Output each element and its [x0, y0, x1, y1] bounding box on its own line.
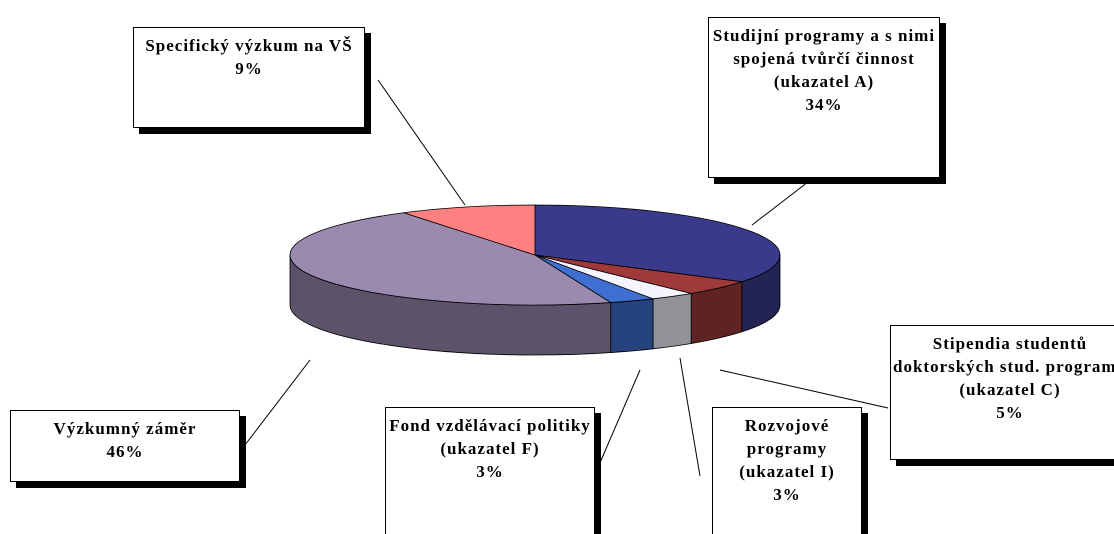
- callout: Stipendia studentů doktorských stud. pro…: [890, 325, 1114, 460]
- callout-label: Studijní programy a s nimi spojená tvůrč…: [712, 26, 936, 91]
- callout: Rozvojové programy (ukazatel I) 3%: [712, 407, 862, 534]
- callout: Specifický výzkum na VŠ 9%: [133, 27, 365, 128]
- callout: Výzkumný záměr 46%: [10, 410, 240, 482]
- leader-lines: [244, 79, 889, 477]
- callout: Fond vzdělávací politiky (ukazatel F) 3%: [385, 407, 595, 534]
- callout-value: 34%: [805, 95, 843, 114]
- leader-line: [244, 359, 311, 446]
- slice: [403, 204, 536, 256]
- slice: [289, 212, 612, 306]
- leader-line: [595, 369, 641, 473]
- leader-line: [751, 181, 809, 226]
- callout-value: 3%: [476, 462, 504, 481]
- callout-label: Stipendia studentů doktorských stud. pro…: [893, 334, 1114, 399]
- callout-value: 46%: [106, 442, 144, 461]
- callout-value: 5%: [996, 403, 1024, 422]
- callout-value: 3%: [773, 485, 801, 504]
- slice-side: [610, 298, 654, 353]
- leader-line: [377, 79, 466, 206]
- callout-label: Rozvojové programy (ukazatel I): [739, 416, 835, 481]
- callout-label: Výzkumný záměr: [53, 419, 197, 438]
- callout: Studijní programy a s nimi spojená tvůrč…: [708, 17, 940, 178]
- pie: [289, 204, 781, 356]
- callout-value: 9%: [235, 59, 263, 78]
- slice-side: [652, 293, 692, 350]
- leader-line: [679, 357, 701, 477]
- leader-line: [719, 369, 889, 409]
- callout-label: Fond vzdělávací politiky (ukazatel F): [389, 416, 591, 458]
- callout-label: Specifický výzkum na VŠ: [145, 36, 353, 55]
